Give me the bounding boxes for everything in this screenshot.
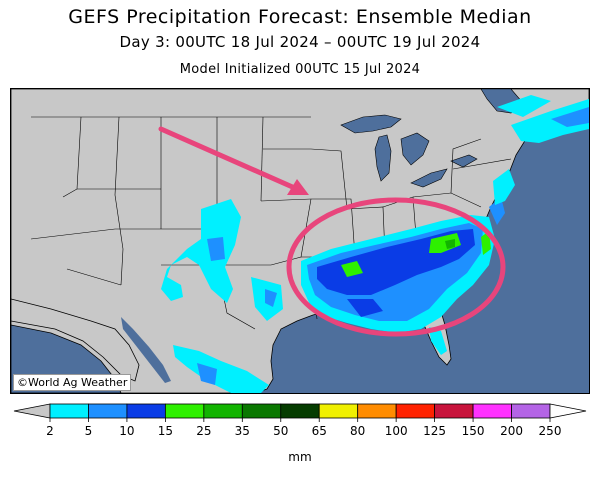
legend-ticks: 2 5 10 15 25 35 50 65 80 100 125 150 200 250 — [46, 418, 561, 438]
map-canvas — [11, 89, 589, 393]
legend-swatch — [241, 403, 282, 419]
legend-swatch — [357, 403, 397, 419]
lake-superior — [340, 114, 402, 134]
gulf-of-california — [121, 317, 171, 383]
precipitation-map: ©World Ag Weather — [10, 88, 590, 394]
model-initialized: Model Initialized 00UTC 15 Jul 2024 — [179, 62, 421, 77]
legend-swatch — [280, 403, 320, 419]
precipitation-fields — [161, 95, 589, 393]
lake-ontario — [450, 154, 478, 168]
legend-tick-label: 125 — [423, 424, 446, 438]
precipitation-legend: 2 5 10 15 25 35 50 65 80 100 125 150 200 250 — [13, 403, 587, 438]
highlight-ellipse — [286, 197, 506, 337]
legend-swatch — [472, 403, 512, 419]
arrow-head-icon — [287, 179, 309, 195]
legend-swatch — [203, 403, 243, 419]
legend-tick-label: 80 — [350, 424, 365, 438]
legend-tick-label: 250 — [539, 424, 562, 438]
legend-swatch — [126, 403, 166, 419]
legend-swatch — [511, 403, 551, 419]
lake-michigan — [374, 134, 392, 182]
legend-swatch — [434, 403, 474, 419]
legend-tick-label: 100 — [385, 424, 408, 438]
legend-tick-label: 15 — [158, 424, 173, 438]
legend-tick-label: 35 — [235, 424, 250, 438]
legend-tick-label: 5 — [85, 424, 93, 438]
annotation — [158, 126, 506, 337]
legend-colorbar — [13, 403, 587, 419]
legend-swatch — [395, 403, 436, 419]
legend-tick-label: 25 — [196, 424, 211, 438]
legend-tick-label: 50 — [273, 424, 288, 438]
legend-tick-label: 2 — [46, 424, 54, 438]
forecast-period: Day 3: 00UTC 18 Jul 2024 – 00UTC 19 Jul … — [119, 33, 481, 51]
map-title: GEFS Precipitation Forecast: Ensemble Me… — [68, 6, 532, 28]
baja-california — [11, 298, 140, 382]
legend-tick-label: 65 — [312, 424, 327, 438]
legend-swatch — [88, 403, 128, 419]
map-credit: ©World Ag Weather — [13, 374, 132, 391]
legend-swatch — [49, 403, 89, 419]
legend-below-arrow — [13, 403, 51, 419]
legend-swatch — [164, 403, 205, 419]
legend-swatch — [318, 403, 359, 419]
legend-units: mm — [288, 450, 312, 464]
legend-tick-label: 10 — [119, 424, 134, 438]
lake-erie — [410, 168, 448, 188]
legend-tick-label: 200 — [500, 424, 523, 438]
legend-above-arrow — [549, 403, 587, 419]
lake-huron — [400, 132, 430, 166]
legend-tick-label: 150 — [462, 424, 485, 438]
